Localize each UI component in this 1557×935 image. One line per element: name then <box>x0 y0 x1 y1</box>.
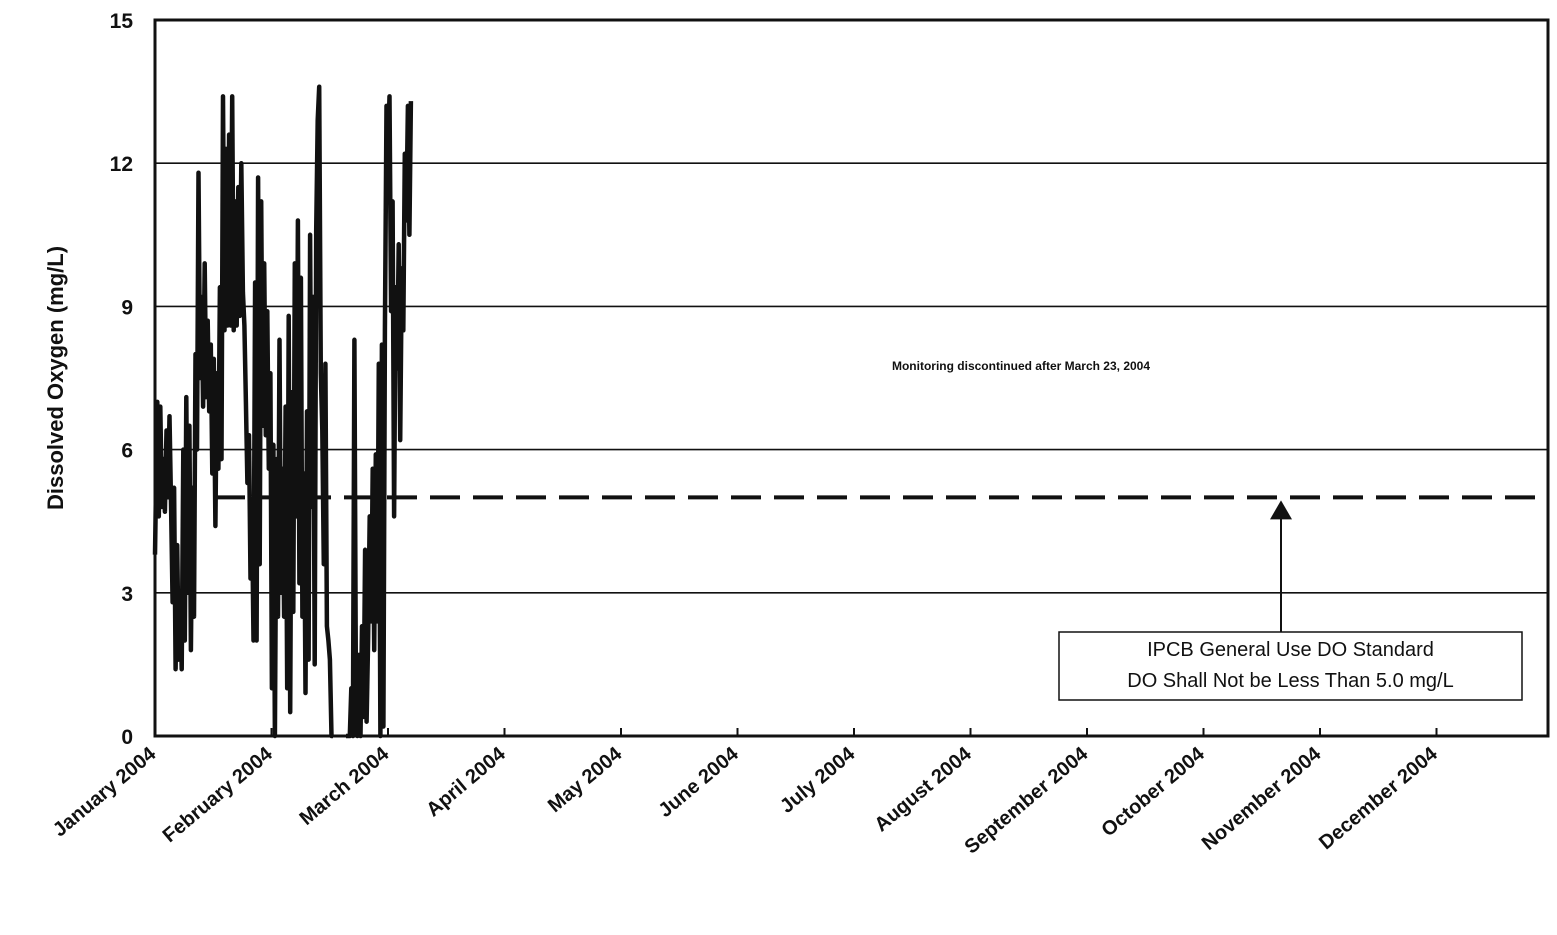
x-tick-label: August 2004 <box>870 742 976 836</box>
y-tick-label: 6 <box>121 440 133 463</box>
y-tick-label: 0 <box>121 726 133 749</box>
y-tick-label: 3 <box>121 583 133 606</box>
standard-box-line-1: IPCB General Use DO Standard <box>1147 639 1434 661</box>
standard-arrow <box>1270 500 1292 632</box>
x-tick-label: December 2004 <box>1315 742 1442 854</box>
series-layer <box>152 84 414 739</box>
standard-box-line-2: DO Shall Not be Less Than 5.0 mg/L <box>1127 670 1453 692</box>
x-tick-label: February 2004 <box>159 742 278 847</box>
gridlines <box>155 162 1548 594</box>
x-tick-label: October 2004 <box>1097 742 1209 841</box>
x-tick-label: June 2004 <box>654 742 743 822</box>
standard-box-frame <box>1058 631 1523 701</box>
standard-callout-box: IPCB General Use DO Standard DO Shall No… <box>1058 631 1523 701</box>
do-series-line <box>152 84 334 739</box>
x-tick-label: January 2004 <box>49 742 161 841</box>
y-tick-label: 12 <box>110 153 133 176</box>
x-tick-label: May 2004 <box>544 742 627 817</box>
y-tick-label: 15 <box>110 10 134 33</box>
x-tick-label: November 2004 <box>1198 742 1326 854</box>
y-axis-ticks: 0 3 6 9 12 15 <box>110 10 134 749</box>
x-tick-label: April 2004 <box>422 742 510 821</box>
x-tick-label: September 2004 <box>961 742 1093 858</box>
do-series-line <box>346 94 414 739</box>
x-tick-label: July 2004 <box>776 742 860 817</box>
y-axis-title: Dissolved Oxygen (mg/L) <box>43 246 68 510</box>
plot-frame <box>153 18 1550 738</box>
annotation-monitoring-discontinued: Monitoring discontinued after March 23, … <box>892 359 1150 373</box>
y-tick-label: 9 <box>121 296 133 319</box>
x-tick-label: March 2004 <box>296 742 394 829</box>
arrow-head-icon <box>1270 500 1292 520</box>
